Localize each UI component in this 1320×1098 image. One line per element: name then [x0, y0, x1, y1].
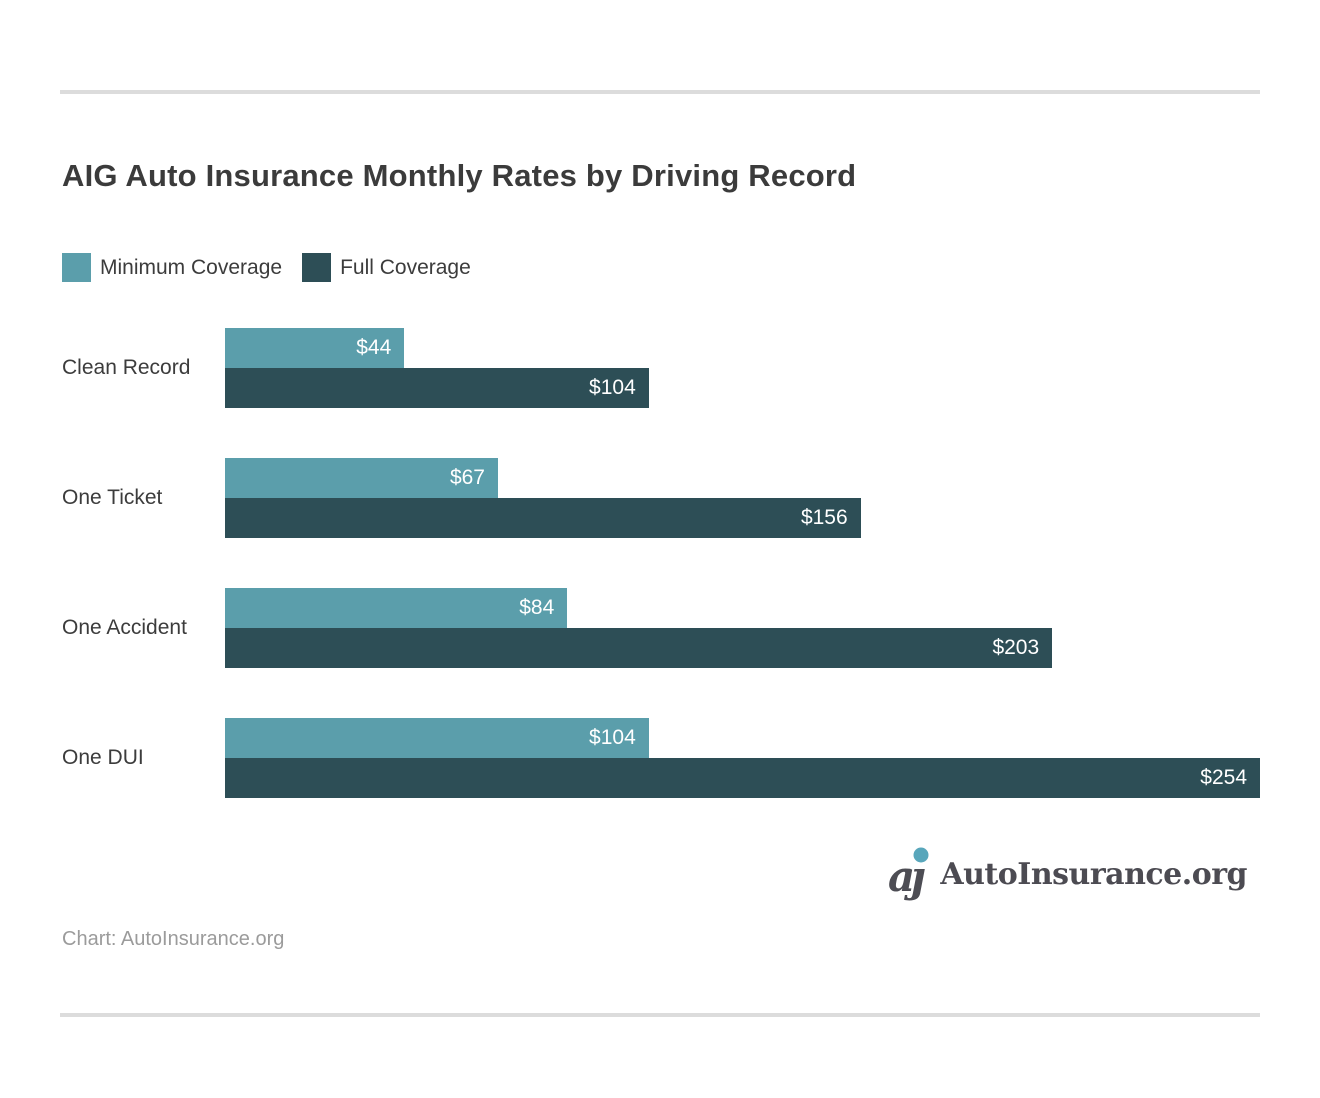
bar-value-label: $156	[800, 506, 848, 529]
chart-title: AIG Auto Insurance Monthly Rates by Driv…	[62, 158, 857, 193]
legend-item-minimum-coverage: Minimum Coverage	[62, 253, 282, 282]
logo-dot-icon	[913, 847, 929, 863]
autoinsurance-logo-icon: a ȷ	[888, 847, 929, 901]
bar-minimum-coverage-one-accident: $84	[225, 588, 568, 628]
logo-mark-j: ȷ	[904, 852, 925, 901]
bar-full-coverage-clean-record: $104	[225, 368, 649, 408]
logo-mark-a: a	[888, 852, 915, 901]
bar-value-label: $104	[589, 376, 636, 399]
legend-item-full-coverage: Full Coverage	[302, 253, 471, 282]
chart-row-one-accident: One Accident $84 $203	[62, 588, 1260, 668]
bar-full-coverage-one-accident: $203	[225, 628, 1053, 668]
legend: Minimum Coverage Full Coverage	[62, 253, 471, 282]
bottom-divider	[60, 1013, 1260, 1017]
bar-group: $44 $104	[225, 328, 1260, 408]
chart-source: Chart: AutoInsurance.org	[62, 928, 285, 950]
bar-value-label: $67	[449, 466, 485, 489]
logo-text: AutoInsurance.org	[940, 857, 1247, 892]
bar-chart: Clean Record $44 $104 One Ticket $67 $15…	[62, 328, 1260, 798]
legend-label-full-coverage: Full Coverage	[340, 255, 471, 279]
bar-group: $104 $254	[225, 718, 1260, 798]
full-coverage-swatch-icon	[302, 253, 332, 282]
chart-row-one-dui: One DUI $104 $254	[62, 718, 1260, 798]
category-label: Clean Record	[62, 356, 191, 379]
autoinsurance-logo: a ȷ AutoInsurance.org	[888, 846, 1247, 904]
bar-value-label: $254	[1200, 766, 1247, 789]
bar-value-label: $203	[992, 636, 1040, 659]
category-label: One DUI	[62, 746, 144, 769]
category-label: One Accident	[62, 616, 187, 639]
bar-full-coverage-one-dui: $254	[225, 758, 1260, 798]
minimum-coverage-swatch-icon	[62, 253, 91, 282]
bar-full-coverage-one-ticket: $156	[225, 498, 861, 538]
top-divider	[60, 90, 1260, 94]
bar-value-label: $104	[589, 726, 636, 749]
bar-minimum-coverage-clean-record: $44	[225, 328, 405, 368]
bar-minimum-coverage-one-dui: $104	[225, 718, 649, 758]
category-label: One Ticket	[62, 486, 163, 509]
bar-value-label: $44	[356, 336, 392, 359]
bar-value-label: $84	[519, 596, 555, 619]
bar-minimum-coverage-one-ticket: $67	[225, 458, 498, 498]
chart-row-clean-record: Clean Record $44 $104	[62, 328, 1260, 408]
bar-group: $84 $203	[225, 588, 1260, 668]
legend-label-minimum-coverage: Minimum Coverage	[100, 255, 283, 279]
bar-group: $67 $156	[225, 458, 1260, 538]
chart-row-one-ticket: One Ticket $67 $156	[62, 458, 1260, 538]
